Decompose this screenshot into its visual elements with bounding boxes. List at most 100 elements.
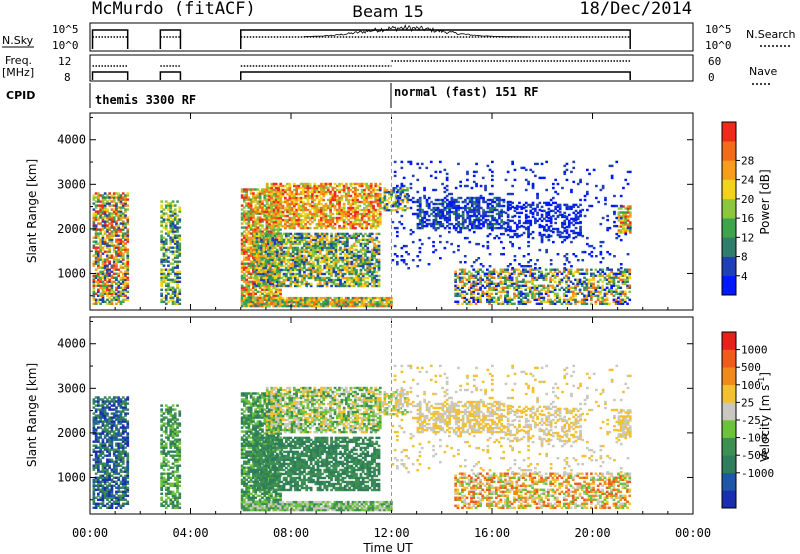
power-cell (164, 276, 168, 279)
power-cell (483, 286, 487, 289)
power-cell (243, 258, 246, 261)
power-cell (115, 264, 118, 267)
power-cell (295, 186, 298, 190)
power-cell (535, 284, 539, 287)
power-cell (173, 208, 177, 211)
power-cell (381, 207, 384, 210)
power-cell (324, 192, 328, 196)
power-cell (264, 254, 268, 258)
power-cell (421, 208, 424, 212)
power-cell (240, 246, 244, 249)
power-cell (351, 196, 355, 200)
power-cell (162, 268, 166, 271)
power-cell (326, 224, 330, 228)
power-cell (302, 214, 305, 218)
power-cell (117, 216, 121, 219)
power-cell (173, 292, 177, 295)
power-cell (110, 204, 114, 207)
power-cell (338, 224, 341, 228)
power-cell (304, 212, 307, 216)
power-cell (304, 226, 307, 230)
power-cell (92, 226, 96, 229)
power-cell (279, 214, 283, 218)
power-cell (108, 244, 111, 247)
power-cell (117, 212, 121, 215)
power-cell (309, 282, 313, 286)
power-cell (317, 214, 321, 218)
power-cell (258, 196, 262, 199)
power-cell (367, 216, 371, 220)
power-cell (124, 280, 127, 283)
power-cell (94, 192, 98, 195)
power-cell (176, 300, 179, 303)
power-cell (299, 208, 303, 212)
power-cell (97, 288, 100, 291)
power-cell (368, 250, 372, 254)
power-cell (315, 206, 319, 210)
power-cell (288, 202, 292, 206)
power-cell (176, 292, 179, 295)
power-cell (368, 260, 372, 264)
power-cell (300, 274, 304, 278)
power-cell (401, 187, 405, 190)
power-cell (333, 182, 337, 186)
power-cell (360, 190, 364, 194)
power-cell (178, 220, 182, 223)
power-cell (176, 236, 179, 239)
power-cell (322, 188, 326, 192)
power-cell (247, 254, 251, 257)
power-cell (258, 204, 262, 207)
power-cell (458, 292, 462, 295)
power-cell (101, 262, 105, 265)
power-cell (112, 192, 116, 195)
power-cell (350, 250, 354, 254)
power-cell (255, 268, 259, 272)
power-cell (254, 206, 257, 209)
power-cell (315, 210, 319, 214)
power-cell (328, 296, 332, 300)
power-cell (178, 250, 182, 253)
power-cell (349, 226, 353, 230)
power-cell (110, 240, 114, 243)
power-cell (277, 196, 280, 200)
power-cell (115, 292, 118, 295)
power-cell (173, 216, 177, 219)
power-cell (282, 238, 286, 242)
power-cell (279, 246, 282, 249)
power-cell (101, 242, 105, 245)
power-cell (126, 228, 130, 231)
power-cell (490, 270, 494, 273)
power-cell (367, 210, 371, 214)
power-cell (334, 260, 338, 264)
power-cell (272, 286, 276, 289)
power-cell (126, 266, 130, 269)
power-cell (254, 226, 257, 229)
power-cell (349, 216, 353, 220)
power-cell (274, 198, 278, 202)
power-cell (385, 199, 389, 202)
power-cell (528, 286, 532, 289)
power-cell (275, 232, 279, 236)
power-cell (162, 248, 166, 251)
power-cell (265, 198, 269, 202)
power-cell (164, 232, 168, 235)
power-cell (365, 224, 369, 228)
power-cell (576, 205, 580, 209)
power-cell (263, 228, 267, 231)
power-cell (164, 218, 168, 221)
power-cell (121, 282, 125, 285)
power-cell (245, 198, 248, 201)
power-cell (427, 218, 431, 222)
power-cell (330, 264, 333, 268)
power-cell (315, 204, 319, 208)
power-cell (115, 230, 118, 233)
power-cell (243, 242, 246, 245)
power-cell (468, 218, 472, 222)
power-cell (262, 266, 266, 270)
power-cell (101, 248, 105, 251)
power-cell (160, 216, 163, 219)
power-cell (338, 202, 341, 206)
power-cell (308, 216, 312, 220)
power-cell (117, 290, 121, 293)
